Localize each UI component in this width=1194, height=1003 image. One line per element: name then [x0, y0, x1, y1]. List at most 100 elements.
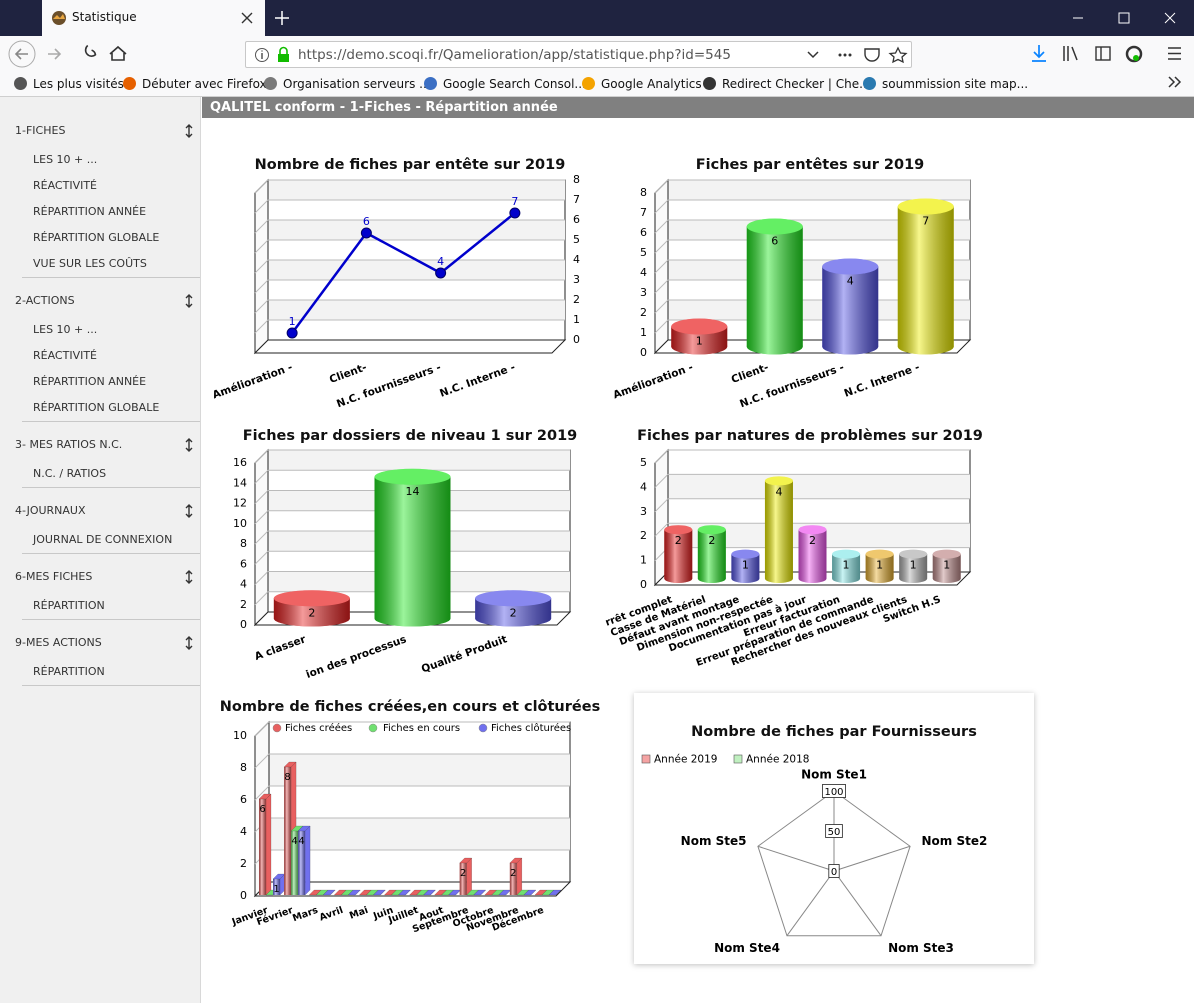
menu-item[interactable]: RÉPARTITION GLOBALE: [33, 401, 160, 414]
menu-item[interactable]: RÉPARTITION ANNÉE: [33, 375, 147, 388]
y-tick-label: 8: [573, 173, 580, 186]
point: [509, 207, 521, 219]
bookmark[interactable]: Redirect Checker | Che...: [722, 77, 871, 91]
url-actions[interactable]: [804, 46, 909, 64]
x-tick-label: Mai: [348, 905, 370, 922]
menu-section-title[interactable]: 6-MES FICHES: [0, 564, 200, 590]
grid-line: [254, 239, 269, 254]
legend-label: Année 2018: [746, 754, 809, 766]
nav-bar: https://demo.scoqi.fr/Qamelioration/app/…: [0, 36, 1194, 72]
tick-label-box: [822, 784, 846, 798]
menu-item[interactable]: VUE SUR LES COÛTS: [33, 257, 147, 270]
menu-section-label: 4-JOURNAUX: [15, 504, 86, 517]
bar-side: [265, 793, 272, 896]
y-tick-label: 2: [240, 598, 247, 611]
legend-label: Fiches en cours: [383, 723, 460, 734]
y-tick-label: 7: [573, 193, 580, 206]
y-tick-label: 4: [573, 253, 580, 266]
chart-title: Nombre de fiches par entête sur 2019: [255, 157, 566, 173]
bookmark[interactable]: Organisation serveurs ...: [283, 77, 431, 91]
menu-item[interactable]: RÉPARTITION ANNÉE: [33, 205, 147, 218]
value-label: 4: [437, 255, 444, 268]
url-bar[interactable]: https://demo.scoqi.fr/Qamelioration/app/…: [245, 41, 912, 68]
menu-item[interactable]: N.C. / RATIOS: [33, 467, 107, 480]
bar-top: [897, 198, 954, 215]
menu-items: RÉPARTITION: [22, 593, 200, 620]
page-header: QALITEL conform - 1-Fiches - Répartition…: [202, 97, 1194, 118]
axis-label: Nom Ste1: [801, 768, 867, 782]
toggle-icon[interactable]: [184, 636, 194, 650]
nav-buttons[interactable]: [6, 39, 136, 69]
bookmark[interactable]: Les plus visités: [33, 77, 124, 91]
tab[interactable]: Statistique: [42, 0, 265, 36]
value-label: 2: [308, 606, 315, 619]
bar-shade: [764, 480, 793, 579]
bookmark[interactable]: Google Analytics: [601, 77, 702, 91]
y-tick-label: 7: [640, 206, 647, 219]
toggle-icon[interactable]: [184, 570, 194, 584]
bar-shade: [746, 226, 803, 347]
y-tick-label: 2: [240, 857, 247, 870]
menu-item[interactable]: RÉPARTITION: [33, 665, 105, 678]
bar-top: [731, 549, 760, 559]
point: [435, 267, 447, 279]
tab-title: Statistique: [72, 10, 137, 24]
bar-top-shade: [764, 476, 793, 486]
bookmark-icon: [123, 77, 136, 90]
menu-item[interactable]: LES 10 + ...: [33, 153, 98, 166]
grid-line: [254, 530, 269, 545]
menu-item[interactable]: RÉACTIVITÉ: [33, 349, 98, 362]
grid-line: [254, 591, 269, 606]
axis-label: Nom Ste4: [714, 941, 780, 955]
menu-item[interactable]: LES 10 + ...: [33, 323, 98, 336]
grid-line: [254, 449, 269, 464]
x-tick-label: Amélioration -: [612, 361, 695, 401]
legend-label: Fiches clôturées: [491, 722, 571, 734]
y-tick-label: 8: [640, 186, 647, 199]
y-tick-label: 5: [640, 246, 647, 259]
x-tick-label: ion des processus: [304, 633, 408, 681]
x-tick-label: A classer: [253, 633, 308, 663]
toggle-icon[interactable]: [184, 124, 194, 138]
value-label: 2: [510, 868, 516, 879]
toggle-icon[interactable]: [184, 294, 194, 308]
window-controls[interactable]: [1068, 8, 1188, 28]
grid-line: [254, 469, 269, 484]
menu-section-title[interactable]: 4-JOURNAUX: [0, 498, 200, 524]
bookmarks-more[interactable]: [1166, 74, 1182, 93]
grid-line: [254, 219, 269, 234]
y-tick-label: 0: [240, 618, 247, 631]
menu-section-title[interactable]: 3- MES RATIOS N.C.: [0, 432, 200, 458]
menu-item[interactable]: RÉPARTITION GLOBALE: [33, 231, 160, 244]
grid-line: [254, 490, 269, 504]
bookmark[interactable]: Débuter avec Firefox: [142, 77, 267, 91]
menu-section-title[interactable]: 9-MES ACTIONS: [0, 630, 200, 656]
grid-line: [654, 259, 669, 274]
toolbar-icons[interactable]: [1028, 43, 1188, 65]
bar-top: [671, 318, 728, 335]
y-tick-label: 3: [640, 505, 647, 518]
toggle-icon[interactable]: [184, 438, 194, 452]
bookmark[interactable]: Google Search Consol...: [443, 77, 586, 91]
bar-top: [664, 525, 693, 535]
tick-label-box: [825, 824, 843, 838]
y-tick-label: 0: [573, 333, 580, 346]
menu-section-title[interactable]: 2-ACTIONS: [0, 288, 200, 314]
menu-item[interactable]: JOURNAL DE CONNEXION: [33, 533, 173, 546]
menu-item[interactable]: RÉACTIVITÉ: [33, 179, 98, 192]
menu-section-title[interactable]: 1-FICHES: [0, 118, 200, 144]
toggle-icon[interactable]: [184, 504, 194, 518]
menu-item[interactable]: RÉPARTITION: [33, 599, 105, 612]
tick-label: 100: [824, 787, 843, 798]
y-tick-label: 1: [573, 313, 580, 326]
tab-close[interactable]: [241, 12, 253, 24]
value-label: 4: [298, 836, 304, 847]
y-tick-label: 0: [640, 578, 647, 591]
new-tab[interactable]: [274, 10, 290, 26]
bookmark[interactable]: soummission site map...: [882, 77, 1029, 91]
value-label: 4: [775, 485, 782, 498]
bar-shade: [374, 476, 451, 619]
axis-label: Nom Ste3: [888, 941, 954, 955]
value-label: 7: [511, 195, 518, 208]
